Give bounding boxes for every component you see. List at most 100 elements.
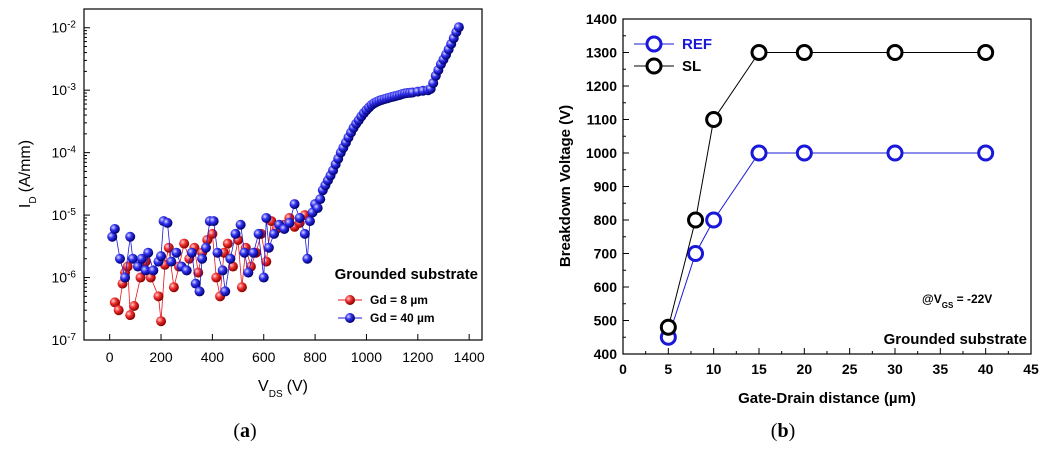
- data-point-gd40: [148, 265, 159, 276]
- data-point-gd40: [125, 231, 136, 242]
- data-point-gd8: [163, 242, 174, 253]
- data-point-gd40: [162, 217, 173, 228]
- data-point-gd40: [181, 265, 192, 276]
- chart-b-y-ticks: 400 500 600 700 800 900 1000 1100 1200 1300 1400: [586, 11, 629, 362]
- chart-a-xtick-label: 600: [252, 349, 276, 365]
- data-point-gd40: [127, 253, 138, 264]
- data-point-gd8: [179, 238, 190, 249]
- data-point-gd40: [312, 202, 323, 213]
- data-point-sl: [977, 44, 995, 61]
- chart-b-ytick-label: 700: [594, 246, 618, 262]
- data-point-gd40: [304, 216, 315, 227]
- chart-b-xtick-label: 5: [664, 361, 672, 377]
- chart-a-ytick-label: 10-3: [52, 82, 77, 99]
- chart-a-x-axis-label: VDS (V): [258, 378, 308, 400]
- legend-marker-ref: [645, 35, 663, 53]
- data-point-gd40: [212, 247, 223, 258]
- chart-b-ytick-label: 1200: [586, 78, 617, 94]
- chart-b-ytick-label: 1300: [586, 45, 617, 61]
- data-point-gd40: [225, 253, 236, 264]
- data-point-gd40: [243, 267, 254, 278]
- data-point-gd8: [211, 272, 222, 283]
- data-point-gd40: [186, 247, 197, 258]
- data-point-gd40: [253, 228, 264, 239]
- data-point-sl: [750, 44, 768, 61]
- data-point-sl: [886, 44, 904, 61]
- data-point-ref: [977, 144, 995, 162]
- chart-a-ytick-label: 10-6: [52, 269, 77, 286]
- data-point-gd8: [122, 261, 133, 272]
- chart-a-xtick-label: 1400: [454, 349, 485, 365]
- data-point-ref: [750, 144, 768, 162]
- chart-b-y-axis-label: Breakdown Voltage (V): [557, 105, 574, 267]
- chart-a-y-axis-label: ID(A/mm): [17, 140, 39, 208]
- chart-a-plot-frame: [83, 8, 483, 341]
- legend-label-gd8: Gd = 8 µm: [370, 293, 428, 307]
- data-point-gd8: [125, 310, 136, 321]
- data-point-gd40: [294, 212, 305, 223]
- chart-b-ytick-label: 900: [594, 179, 618, 195]
- chart-a: 10-7 10-6 10-5 10-4 10-3 10-2 0 200 400 600 800 10…: [17, 8, 485, 442]
- data-point-gd40: [299, 228, 310, 239]
- data-point-gd40: [315, 194, 326, 205]
- data-point-gd40: [109, 223, 120, 234]
- chart-b-vgs-annotation: @VGS = -22V: [922, 292, 992, 310]
- series-line-gd40: [111, 27, 460, 293]
- chart-a-ytick-label: 10-4: [52, 144, 77, 161]
- data-point-gd8: [261, 256, 272, 267]
- data-point-gd40: [200, 242, 211, 253]
- data-point-gd8: [236, 282, 247, 293]
- data-point-sl: [659, 318, 677, 336]
- data-point-sl: [795, 44, 813, 61]
- chart-b-series: [659, 44, 995, 346]
- data-point-sl: [687, 211, 705, 229]
- chart-b-annotation: Grounded substrate: [884, 331, 1027, 348]
- series-line-ref: [667, 152, 986, 338]
- chart-a-y-ticks: 10-7 10-6 10-5 10-4 10-3 10-2: [52, 19, 90, 348]
- data-point-gd40: [166, 256, 177, 267]
- chart-a-xtick-label: 1200: [402, 349, 433, 365]
- data-point-gd8: [156, 316, 167, 327]
- chart-a-ytick-label: 10-7: [52, 332, 77, 349]
- chart-b-ytick-label: 1000: [586, 145, 617, 161]
- data-point-gd40: [107, 231, 118, 242]
- legend-marker-gd8: [345, 295, 355, 305]
- chart-a-x-ticks: 0 200 400 600 800 1000 1200 1400: [106, 334, 485, 365]
- chart-b-x-ticks: 0 5 10 15 20 25 30 35 40 45: [619, 348, 1039, 377]
- data-point-gd40: [284, 217, 295, 228]
- legend-label-sl: SL: [682, 58, 701, 75]
- chart-a-legend: Gd = 8 µm Gd = 40 µm: [338, 293, 435, 325]
- data-point-gd8: [222, 238, 233, 249]
- chart-a-xtick-label: 0: [106, 349, 114, 365]
- data-point-gd40: [258, 272, 269, 283]
- data-point-gd40: [230, 228, 241, 239]
- data-point-gd40: [269, 228, 280, 239]
- chart-b-xtick-label: 15: [751, 361, 767, 377]
- data-point-gd40: [132, 261, 143, 272]
- chart-b-xtick-label: 25: [842, 361, 858, 377]
- data-point-gd8: [227, 261, 238, 272]
- data-point-gd8: [153, 291, 164, 302]
- data-point-gd8: [168, 282, 179, 293]
- chart-b-ytick-label: 500: [594, 313, 618, 329]
- data-point-gd8: [113, 305, 124, 316]
- chart-b-legend: REF SL: [634, 35, 712, 75]
- panel-label-b: (b): [771, 420, 795, 442]
- chart-a-series: [107, 22, 464, 327]
- chart-b-xtick-label: 45: [1023, 361, 1039, 377]
- data-point-gd40: [208, 216, 219, 227]
- data-point-gd40: [235, 219, 246, 230]
- legend-label-gd40: Gd = 40 µm: [370, 311, 435, 325]
- chart-a-xtick-label: 1000: [351, 349, 382, 365]
- data-point-gd40: [248, 247, 259, 258]
- chart-b-ytick-label: 600: [594, 279, 618, 295]
- data-point-gd40: [190, 278, 201, 289]
- data-point-gd8: [129, 301, 140, 312]
- data-point-gd40: [171, 247, 182, 258]
- data-point-gd8: [135, 272, 146, 283]
- chart-a-annotation: Grounded substrate: [335, 266, 478, 283]
- data-point-ref: [886, 144, 904, 162]
- data-point-ref: [795, 144, 813, 162]
- data-point-gd40: [220, 286, 231, 297]
